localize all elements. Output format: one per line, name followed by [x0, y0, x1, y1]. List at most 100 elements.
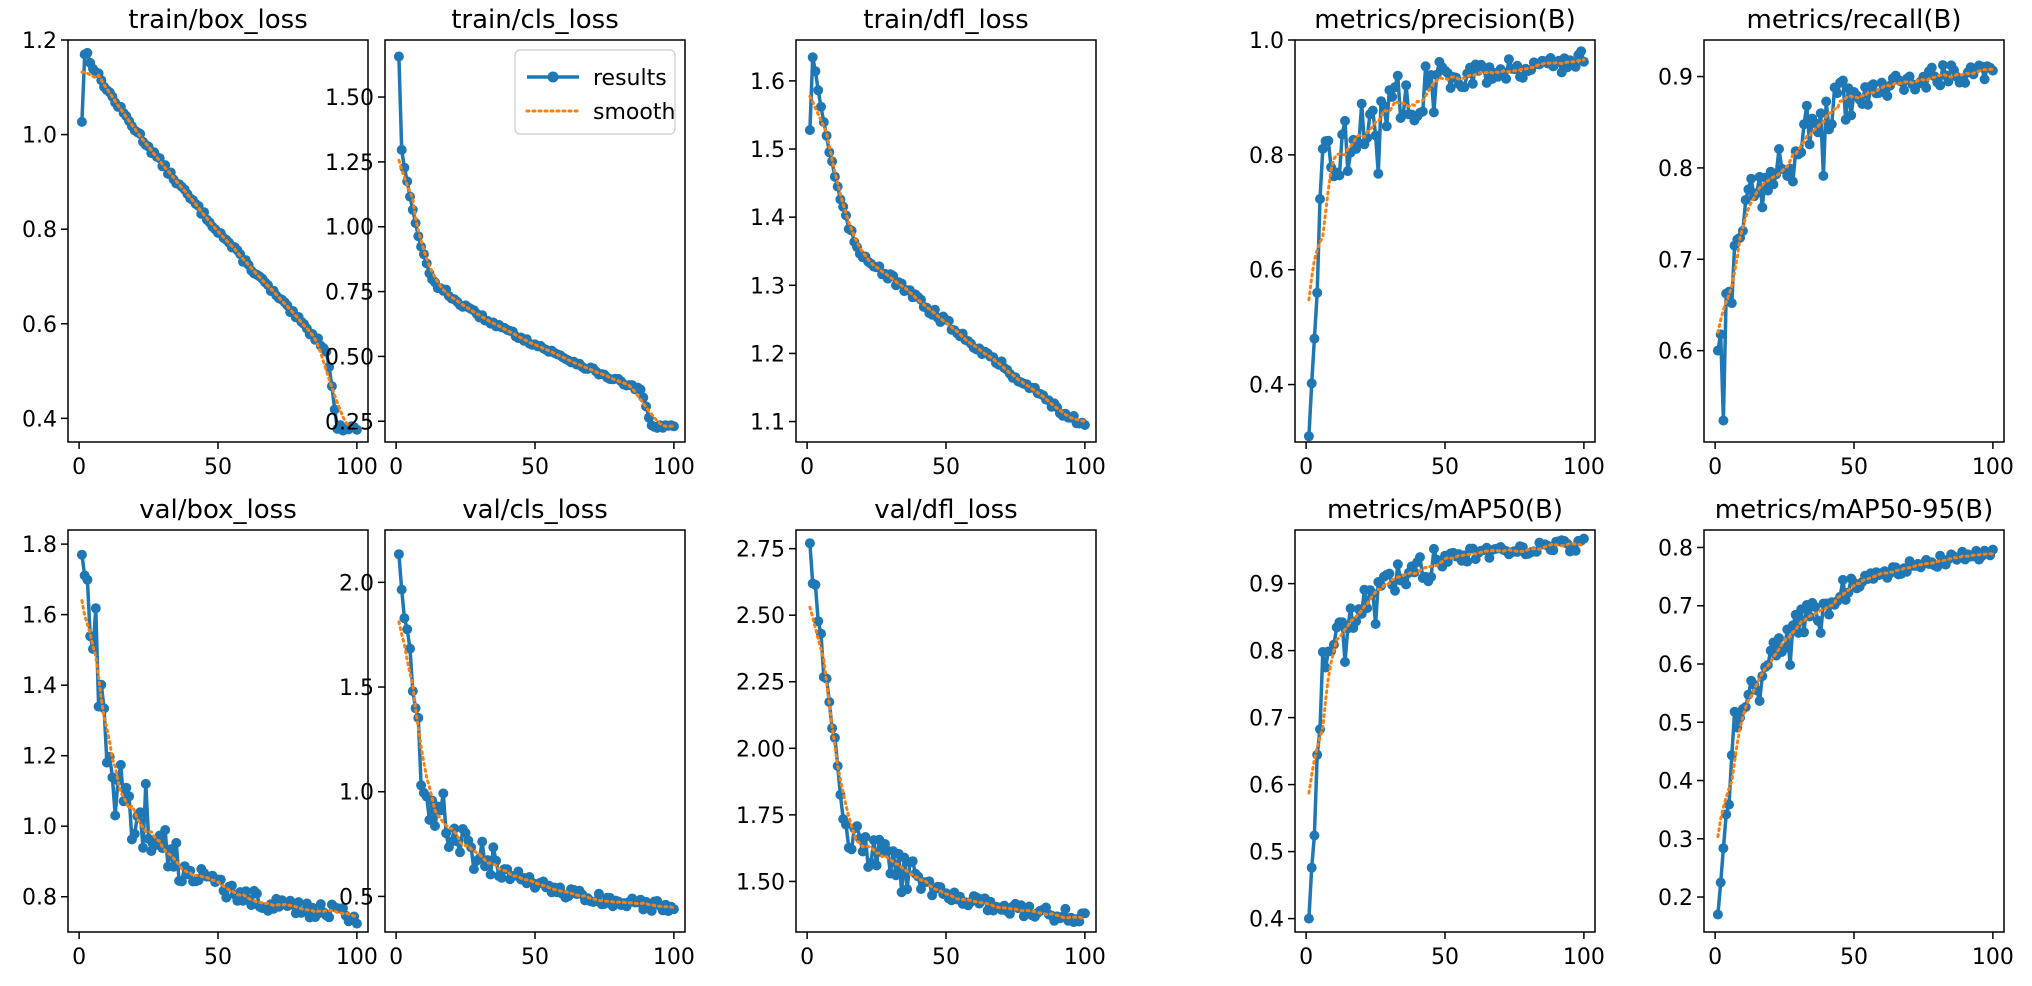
y-tick-label: 0.6: [1658, 340, 1693, 365]
panel-title: train/cls_loss: [451, 5, 619, 35]
x-tick-label: 0: [72, 945, 86, 970]
x-tick-label: 50: [204, 945, 232, 970]
results-point: [410, 703, 421, 714]
results-point: [1356, 98, 1367, 109]
results-point: [185, 865, 196, 876]
results-point: [1334, 170, 1345, 181]
results-point: [1743, 184, 1754, 195]
results-point: [1712, 345, 1723, 356]
results-point: [1512, 60, 1523, 71]
results-point: [1320, 662, 1331, 673]
results-point: [129, 828, 140, 839]
results-point: [438, 788, 449, 799]
x-tick-label: 100: [1563, 455, 1605, 480]
y-tick-label: 0.8: [1658, 536, 1693, 561]
results-point: [1810, 601, 1821, 612]
x-tick-label: 0: [389, 455, 403, 480]
results-point: [1417, 106, 1428, 117]
results-point: [1303, 431, 1314, 442]
results-point: [1774, 633, 1784, 644]
results-point: [1979, 74, 1990, 85]
results-point: [1960, 77, 1971, 88]
x-tick-label: 100: [653, 945, 695, 970]
results-point: [246, 900, 257, 911]
smooth-line: [80, 70, 359, 431]
results-point: [841, 819, 851, 830]
results-point: [488, 842, 499, 853]
results-point: [321, 346, 332, 357]
x-tick-label: 0: [389, 945, 403, 970]
results-point: [396, 584, 407, 595]
y-tick-label: 2.00: [736, 737, 785, 762]
y-tick-label: 1.0: [1249, 29, 1284, 54]
results-point: [1079, 420, 1090, 430]
results-point: [871, 860, 882, 871]
results-point: [405, 643, 415, 654]
y-tick-label: 0.5: [339, 885, 374, 910]
panel-val-cls-loss: val/cls_loss 0 50 100 0.5 1.0 1.5 2.0: [339, 495, 695, 970]
y-tick-label: 1.4: [750, 206, 785, 231]
x-tick-label: 100: [653, 455, 695, 480]
results-point: [76, 549, 87, 560]
results-point: [1378, 101, 1389, 112]
results-point: [1799, 119, 1809, 130]
results-point: [449, 823, 460, 834]
results-point: [143, 833, 154, 844]
results-point: [1312, 287, 1323, 298]
results-point: [1390, 585, 1400, 596]
panel-title: metrics/mAP50(B): [1327, 495, 1563, 525]
results-point: [138, 842, 148, 853]
panel-title: val/cls_loss: [462, 495, 608, 525]
results-point: [113, 775, 123, 786]
y-tick-label: 0.25: [325, 410, 374, 435]
x-tick-label: 50: [1840, 455, 1868, 480]
x-tick-label: 0: [1299, 455, 1313, 480]
results-point: [1323, 135, 1334, 146]
results-point: [1862, 99, 1873, 110]
y-tick-label: 0.5: [1658, 711, 1693, 736]
x-tick-label: 0: [1708, 945, 1722, 970]
results-point: [1328, 639, 1339, 650]
results-point: [1740, 195, 1751, 205]
y-tick-label: 0.7: [1658, 595, 1693, 620]
results-point: [1757, 202, 1768, 213]
y-tick-label: 0.8: [1249, 640, 1284, 665]
results-point: [846, 844, 857, 855]
results-point: [1815, 627, 1826, 638]
panel-title: train/box_loss: [128, 5, 308, 35]
results-point: [1801, 100, 1812, 111]
y-tick-label: 2.50: [736, 604, 785, 629]
results-point: [315, 899, 326, 910]
y-tick-label: 0.9: [1249, 573, 1284, 598]
results-point: [168, 861, 179, 872]
results-point: [1401, 579, 1412, 590]
results-point: [1932, 561, 1943, 572]
panel-metrics-map50-95-b: metrics/mAP50-95(B) 0 50 100 0.2 0.3 0.4 0.5 0.6…: [1658, 495, 2014, 970]
results-point: [810, 579, 821, 590]
results-point: [1796, 147, 1807, 158]
y-tick-label: 0.5: [1249, 841, 1284, 866]
x-tick-label: 100: [336, 945, 378, 970]
results-point: [1309, 830, 1320, 841]
panel-train-box-loss: train/box_loss 0 50 100 0.4 0.6 0.8 1.0 1.2: [22, 5, 378, 480]
results-point: [1345, 603, 1356, 614]
y-tick-label: 0.2: [1658, 886, 1693, 911]
x-tick-label: 50: [932, 455, 960, 480]
results-point: [1373, 168, 1384, 179]
panel-title: metrics/mAP50-95(B): [1715, 495, 1994, 525]
results-point: [154, 153, 165, 164]
y-tick-label: 0.8: [1249, 144, 1284, 169]
results-point: [1340, 657, 1350, 667]
results-point: [1306, 378, 1317, 389]
smooth-line: [80, 599, 359, 919]
results-point: [485, 869, 496, 880]
results-point: [902, 884, 913, 895]
results-point: [1576, 46, 1587, 57]
results-point: [399, 613, 410, 624]
results-point: [460, 828, 471, 838]
results-point: [140, 778, 151, 789]
smooth-line: [397, 620, 676, 910]
results-point: [1337, 129, 1348, 140]
results-point: [1445, 83, 1456, 93]
results-point: [816, 101, 826, 112]
